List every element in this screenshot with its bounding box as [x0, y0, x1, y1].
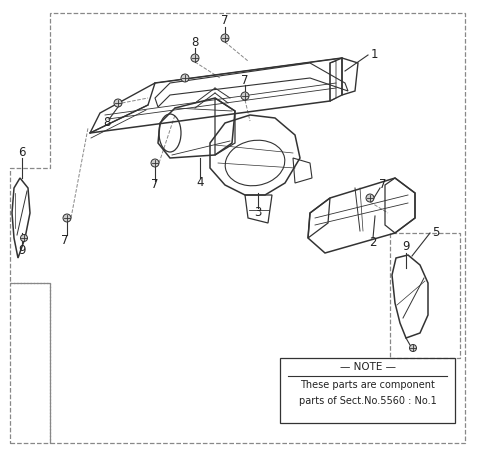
Text: parts of Sect.No.5560 : No.1: parts of Sect.No.5560 : No.1 [299, 396, 436, 406]
Circle shape [191, 54, 199, 62]
Circle shape [241, 92, 249, 100]
Text: 8: 8 [103, 116, 111, 130]
Text: — NOTE —: — NOTE — [339, 362, 396, 372]
Text: 9: 9 [402, 241, 410, 254]
Circle shape [409, 344, 417, 352]
Text: 7: 7 [151, 178, 159, 192]
Circle shape [366, 194, 374, 202]
Text: These parts are component: These parts are component [300, 380, 435, 390]
Text: 1: 1 [370, 48, 378, 62]
Circle shape [114, 99, 122, 107]
Circle shape [21, 235, 27, 241]
Text: 9: 9 [18, 244, 26, 256]
Text: 2: 2 [369, 236, 377, 250]
Circle shape [63, 214, 71, 222]
Bar [280, 358, 455, 423]
Circle shape [221, 34, 229, 42]
Text: 5: 5 [432, 226, 440, 240]
Text: 7: 7 [241, 73, 249, 87]
Text: 3: 3 [254, 207, 262, 220]
Text: 8: 8 [192, 37, 199, 49]
Circle shape [151, 159, 159, 167]
Circle shape [181, 74, 189, 82]
Text: 7: 7 [379, 178, 387, 191]
Text: 7: 7 [61, 233, 69, 246]
Text: 6: 6 [18, 146, 26, 159]
Text: 7: 7 [221, 14, 229, 28]
Text: 4: 4 [196, 177, 204, 189]
